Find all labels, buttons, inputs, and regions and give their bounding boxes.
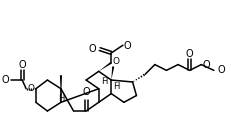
Polygon shape [60,75,62,102]
Text: O: O [112,57,119,66]
Text: O: O [27,84,34,93]
Text: H: H [58,94,64,103]
Text: O: O [185,49,193,59]
Text: O: O [201,60,209,70]
Text: O: O [1,75,9,85]
Polygon shape [98,62,111,71]
Polygon shape [111,66,114,80]
Text: O: O [82,87,90,97]
Text: O: O [217,65,224,75]
Text: O: O [123,41,131,51]
Text: O: O [88,44,95,54]
Text: Ḧ: Ḧ [113,82,119,91]
Text: Ḧ: Ḧ [100,77,106,86]
Text: O: O [18,60,26,70]
